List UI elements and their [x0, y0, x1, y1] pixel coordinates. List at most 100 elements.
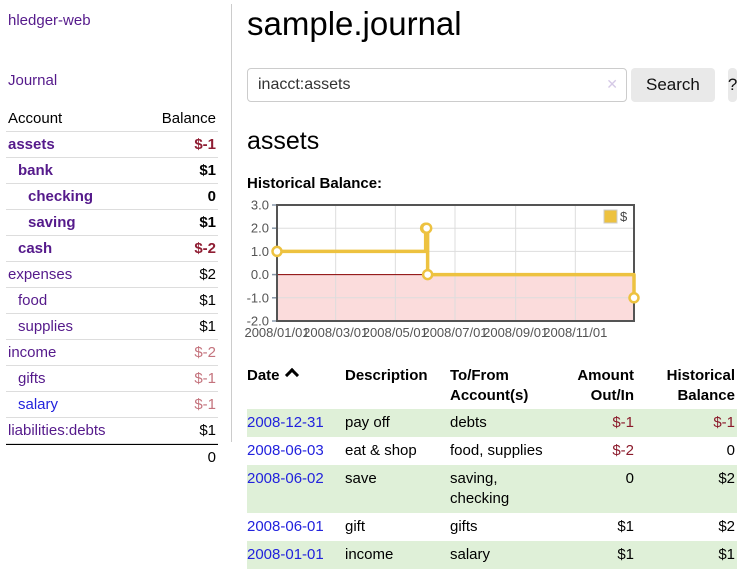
svg-text:-1.0: -1.0 — [247, 290, 269, 305]
help-button[interactable]: ? — [727, 68, 738, 102]
main-content: sample.journal ✕ Search ? assets Histori… — [244, 4, 738, 569]
svg-text:$: $ — [620, 209, 628, 224]
account-row: gifts $-1 — [6, 366, 218, 392]
account-link[interactable]: assets — [8, 136, 55, 153]
account-balance: $-2 — [139, 236, 218, 262]
sidebar-item-journal[interactable]: Journal — [8, 72, 58, 89]
svg-text:2008/11/01: 2008/11/01 — [543, 325, 607, 340]
svg-text:0.0: 0.0 — [251, 267, 269, 282]
accounts-table: Account Balance assets $-1 bank $1 checking 0… — [6, 106, 218, 470]
account-link[interactable]: bank — [18, 162, 54, 179]
register-accounts: saving, checking — [450, 465, 556, 513]
register-row: 2008-06-02 save saving, checking 0 $2 — [247, 465, 737, 513]
register-amount: $1 — [617, 518, 634, 535]
register-description: save — [345, 465, 450, 513]
account-row: saving $1 — [6, 210, 218, 236]
accounts-header-account: Account — [6, 106, 140, 132]
register-header-description[interactable]: Description — [345, 367, 428, 384]
data-point-marker — [421, 268, 434, 281]
account-balance: $1 — [139, 288, 218, 314]
register-accounts: debts — [450, 409, 556, 437]
svg-text:2008/01/01: 2008/01/01 — [244, 325, 309, 340]
register-date-link[interactable]: 2008-06-01 — [247, 518, 324, 535]
register-balance: $2 — [642, 465, 737, 513]
account-heading: assets — [247, 127, 320, 155]
sidebar: hledger-web Journal Account Balance asse… — [0, 4, 232, 466]
svg-text:1.0: 1.0 — [251, 244, 269, 259]
account-row: liabilities:debts $1 — [6, 418, 218, 444]
clear-search-icon[interactable]: ✕ — [606, 76, 618, 92]
account-balance: $1 — [139, 314, 218, 340]
svg-text:2008/07/01: 2008/07/01 — [422, 325, 487, 340]
register-date-link[interactable]: 2008-01-01 — [247, 546, 324, 563]
account-link[interactable]: liabilities:debts — [8, 422, 106, 439]
balance-chart: 3.0 2.0 1.0 0.0 -1.0 -2.0 2008/01/01 2008/03/01… — [244, 198, 737, 345]
account-balance: $-1 — [139, 392, 218, 418]
account-row: expenses $2 — [6, 262, 218, 288]
register-description: eat & shop — [345, 442, 417, 459]
account-balance: $-2 — [139, 340, 218, 366]
register-row: 2008-01-01 income salary $1 $1 — [247, 541, 737, 569]
account-row: salary $-1 — [6, 392, 218, 418]
register-row: 2008-06-01 gift gifts $1 $2 — [247, 513, 737, 541]
register-header-balance[interactable]: Historical Balance — [666, 367, 735, 404]
register-description: pay off — [345, 409, 450, 437]
account-link[interactable]: supplies — [18, 318, 74, 335]
data-point-marker — [420, 222, 433, 234]
account-link[interactable]: checking — [28, 188, 94, 205]
account-link[interactable]: salary — [18, 396, 59, 413]
register-description: gift — [345, 518, 366, 535]
register-balance: $-1 — [642, 409, 737, 437]
register-accounts: gifts — [450, 518, 478, 535]
register-amount: $-1 — [556, 409, 642, 437]
search-bar: ✕ Search ? — [247, 68, 738, 102]
account-row: checking 0 — [6, 184, 218, 210]
register-date-link[interactable]: 2008-12-31 — [247, 414, 324, 431]
sort-ascending-icon — [284, 367, 299, 383]
register-date-link[interactable]: 2008-06-03 — [247, 442, 324, 459]
register-header-row: Date Description To/From Account(s) Amou… — [247, 363, 737, 409]
account-balance: $-1 — [139, 366, 218, 392]
accounts-header-balance: Balance — [139, 106, 218, 132]
search-button[interactable]: Search — [631, 68, 715, 102]
account-link[interactable]: expenses — [8, 266, 73, 283]
account-link[interactable]: cash — [18, 240, 53, 257]
account-link[interactable]: gifts — [18, 370, 46, 387]
register-amount: $1 — [556, 541, 642, 569]
data-point-marker — [628, 292, 640, 304]
register-table: Date Description To/From Account(s) Amou… — [247, 363, 737, 569]
account-row: food $1 — [6, 288, 218, 314]
account-balance: $1 — [139, 158, 218, 184]
register-description: income — [345, 541, 450, 569]
account-balance: 0 — [139, 184, 218, 210]
data-point-marker — [271, 245, 283, 258]
register-accounts: food, supplies — [450, 442, 543, 459]
svg-text:-2.0: -2.0 — [247, 314, 269, 329]
account-balance: $-1 — [139, 132, 218, 158]
register-date-link[interactable]: 2008-06-02 — [247, 470, 324, 487]
account-row: bank $1 — [6, 158, 218, 184]
account-row: income $-2 — [6, 340, 218, 366]
register-amount: 0 — [556, 465, 642, 513]
account-row: supplies $1 — [6, 314, 218, 340]
register-balance: 0 — [726, 442, 735, 459]
register-header-accounts[interactable]: To/From Account(s) — [450, 367, 529, 404]
account-row: assets $-1 — [6, 132, 218, 158]
svg-text:2008/09/01: 2008/09/01 — [483, 325, 548, 340]
page-title: sample.journal — [247, 5, 462, 42]
register-header-date[interactable]: Date — [247, 363, 345, 409]
account-balance: $1 — [139, 418, 218, 444]
account-link[interactable]: income — [8, 344, 57, 361]
register-accounts: salary — [450, 541, 556, 569]
register-amount: $-2 — [612, 442, 634, 459]
chart-title: Historical Balance: — [247, 175, 383, 192]
brand-link[interactable]: hledger-web — [8, 12, 91, 29]
account-link[interactable]: saving — [28, 214, 76, 231]
svg-text:3.0: 3.0 — [251, 198, 269, 213]
register-balance: $2 — [718, 518, 735, 535]
account-link[interactable]: food — [18, 292, 48, 309]
accounts-header-row: Account Balance — [6, 106, 218, 132]
register-header-amount[interactable]: Amount Out/In — [577, 367, 634, 404]
accounts-total-row: 0 — [6, 444, 218, 470]
search-input[interactable] — [247, 68, 627, 102]
